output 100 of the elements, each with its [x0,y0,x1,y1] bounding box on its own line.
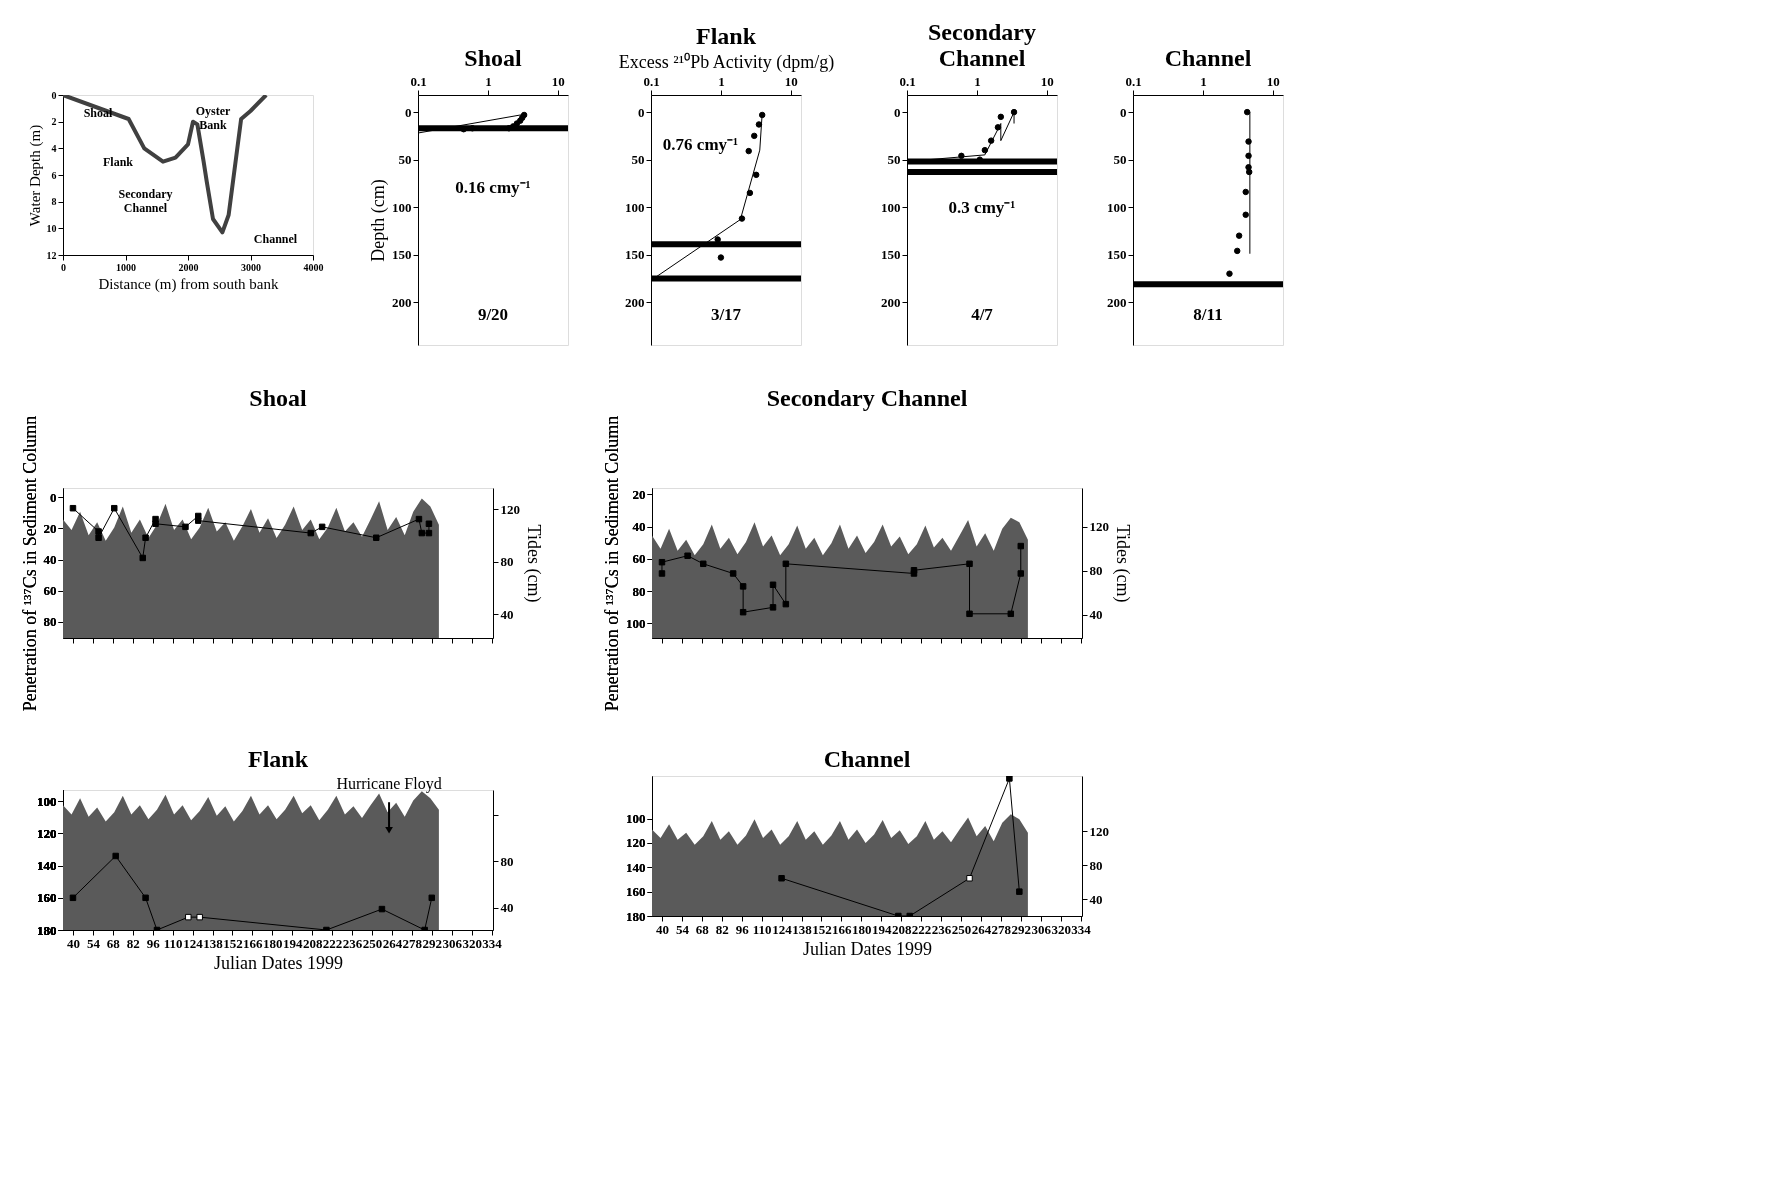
annotation: 0.16 cmy⁻¹ [455,177,531,197]
x-tick-label: 0.1 [643,73,660,89]
y-tick-label: 12 [46,249,57,261]
y2-tick-label: 80 [500,853,514,869]
x-tick-label: 208 [302,935,323,951]
y-tick-label: 20 [632,486,646,502]
y-tick-label: 4 [51,142,57,154]
chart-title: Flank [695,23,757,49]
x-tick-label: 0.1 [410,73,427,89]
y-tick-label: 0 [405,104,412,120]
y-tick-label: 8 [51,196,57,208]
y-tick-label: 180 [626,908,646,924]
y2-tick-label: 80 [500,554,514,570]
annotation: Channel [253,232,298,246]
y-tick-label: 140 [626,859,646,875]
y2-tick-label: 120 [1089,823,1109,839]
y-tick-label: 200 [392,294,412,310]
x-tick-label: 320 [462,935,482,951]
x-tick-label: 236 [342,935,363,951]
x-tick-label: 10 [1266,73,1280,89]
y2-tick-label: 80 [1089,563,1103,579]
y-tick-label: 6 [51,169,57,181]
annotation: Shoal [83,105,113,120]
x-tick-label: 334 [1071,921,1092,937]
annotation: 0.76 cmy⁻¹ [662,135,739,154]
x-tick-label: 278 [991,921,1012,937]
y-axis-title: Depth (cm) [368,179,389,262]
y-tick-label: 50 [1113,152,1127,168]
y-tick-label: 40 [632,519,646,535]
x-tick-label: 1000 [116,261,136,273]
y2-tick-label: 40 [500,606,514,622]
y-tick-label: 80 [632,583,646,599]
y-tick-label: 0 [51,89,57,101]
x-tick-label: 1 [718,73,725,89]
x-tick-label: 10 [1040,73,1054,89]
chart-title: Shoal [249,385,308,412]
x-tick-label: 264 [382,935,403,951]
x-tick-label: 3000 [241,261,261,273]
y2-tick-label: 40 [1089,891,1103,907]
x-tick-label: 306 [1031,921,1052,937]
x-tick-label: 138 [203,935,224,951]
y2-tick-label: 40 [1089,607,1103,623]
y-tick-label: 200 [1107,294,1127,310]
y-tick-label: 160 [626,884,646,900]
annotation: 8/11 [1193,305,1223,324]
y-tick-label: 0 [50,489,57,505]
y-tick-label: 50 [398,152,412,168]
x-tick-label: 236 [931,921,952,937]
x-tick-label: 292 [1011,921,1032,937]
y-tick-label: 2 [51,116,57,128]
x-axis-title: Julian Dates 1999 [803,938,932,959]
x-tick-label: 222 [911,921,932,937]
x-tick-label: 40 [655,921,669,937]
y-tick-label: 100 [626,811,646,827]
x-tick-label: 292 [422,935,443,951]
y-tick-label: 150 [392,247,412,263]
x-tick-label: 250 [951,921,972,937]
annotation: Oyster Bank [195,104,231,132]
chart-title: Shoal [464,45,523,71]
y-tick-label: 100 [37,793,57,809]
x-tick-label: 166 [243,935,264,951]
y-tick-label: 0 [1120,104,1127,120]
y2-tick-label: 40 [500,900,514,916]
x-tick-label: 166 [832,921,853,937]
y-tick-label: 60 [632,551,646,567]
y-tick-label: 200 [625,294,645,310]
y-tick-label: 140 [37,858,57,874]
y-tick-label: 100 [626,615,646,631]
x-tick-label: 180 [263,935,283,951]
x-tick-label: 222 [322,935,343,951]
y-tick-label: 20 [43,520,57,536]
x-axis-title: Excess ²¹⁰Pb Activity (dpm/g) [618,51,835,73]
annotation: 0.3 cmy⁻¹ [948,197,1016,217]
y-tick-label: 120 [626,835,646,851]
y2-axis-title: Tides (cm) [523,524,544,603]
x-tick-label: 1 [485,73,492,89]
annotation: 4/7 [971,305,994,324]
chart-title: Secondary Channel [766,385,968,412]
y-tick-label: 150 [1107,247,1127,263]
y-tick-label: 100 [881,199,901,215]
annotation: 9/20 [477,305,509,324]
y-tick-label: 100 [1107,199,1127,215]
x-tick-label: 138 [792,921,813,937]
x-tick-label: 10 [784,73,798,89]
y-axis-title: Water Depth (m) [26,124,44,227]
x-tick-label: 278 [402,935,423,951]
annotation: Secondary Channel [118,187,173,216]
x-tick-label: 40 [66,935,80,951]
y2-tick-label: 120 [500,501,520,517]
x-tick-label: 334 [482,935,503,951]
x-tick-label: 0.1 [899,73,916,89]
x-tick-label: 124 [772,921,793,937]
x-tick-label: 68 [106,935,121,951]
y-tick-label: 120 [37,825,57,841]
x-tick-label: 1 [1200,73,1207,89]
chart-title: Channel [1164,45,1252,71]
y-tick-label: 40 [43,552,57,567]
x-axis-title: Distance (m) from south bank [98,275,279,293]
x-tick-label: 194 [282,935,303,951]
y2-axis-title: Tides (cm) [1112,524,1133,603]
